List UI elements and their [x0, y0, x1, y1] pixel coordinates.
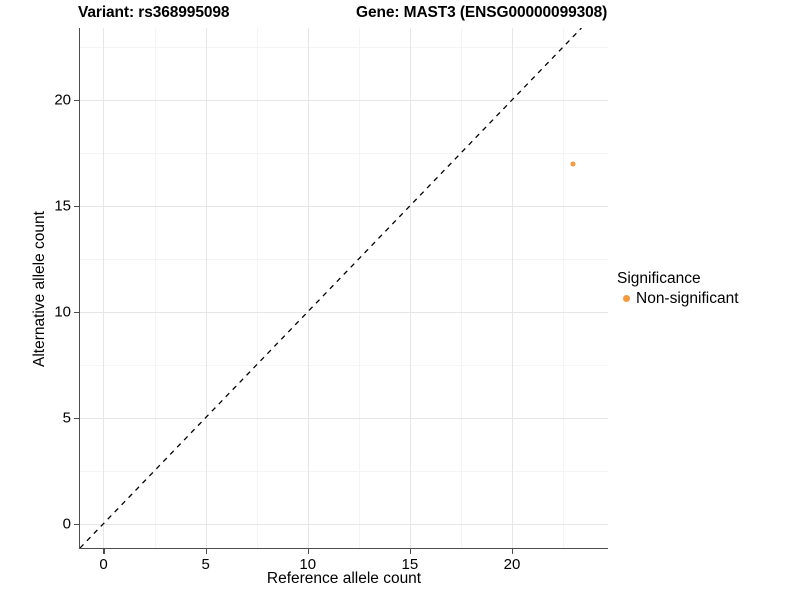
x-axis-line	[79, 547, 608, 549]
y-axis-tick	[74, 100, 79, 102]
plot-panel	[80, 28, 608, 548]
x-axis-tick-label: 15	[401, 556, 419, 573]
gridline-y-major	[80, 311, 608, 313]
gridline-y-major	[80, 523, 608, 525]
gridline-x-major	[512, 28, 513, 548]
x-axis-tick	[205, 549, 207, 554]
y-axis-tick	[74, 311, 79, 314]
legend-dot-icon	[617, 290, 635, 308]
y-axis-tick	[74, 523, 79, 525]
legend-items: Non-significant	[617, 289, 739, 308]
x-axis-tick	[409, 549, 412, 554]
data-point[interactable]	[570, 161, 576, 167]
gridline-x-major	[205, 28, 207, 548]
y-axis-title: Alternative allele count	[31, 211, 48, 367]
gridline-y-major	[80, 100, 608, 102]
gridline-y-minor	[80, 152, 608, 154]
legend-item[interactable]: Non-significant	[617, 289, 739, 308]
y-axis-tick	[74, 205, 79, 208]
y-axis-tick-label: 0	[62, 515, 71, 533]
x-axis-tick	[307, 549, 309, 554]
x-axis-tick	[103, 549, 105, 554]
x-axis-tick-label: 5	[201, 556, 210, 573]
x-axis-tick-label: 0	[99, 556, 108, 573]
variant-title: Variant: rs368995098	[78, 4, 230, 21]
gridline-y-minor	[80, 470, 608, 472]
legend-title: Significance	[617, 270, 701, 287]
gridline-x-major	[103, 28, 105, 548]
y-axis-tick-label: 5	[62, 409, 71, 427]
gridline-y-major	[80, 205, 608, 207]
y-axis-line	[79, 28, 81, 549]
gridline-y-minor	[80, 47, 608, 49]
y-axis-tick-label: 10	[54, 303, 71, 321]
x-axis-tick-label: 10	[299, 556, 317, 573]
gridline-y-major	[80, 417, 608, 419]
legend-dot-swatch	[622, 295, 630, 302]
gridline-x-major	[307, 28, 309, 548]
legend: Significance Non-significant	[617, 269, 739, 308]
x-axis-tick	[512, 549, 514, 554]
gridline-y-minor	[80, 364, 608, 366]
legend-item-label: Non-significant	[636, 290, 739, 307]
gene-title: Gene: MAST3 (ENSG00000099308)	[356, 4, 608, 21]
y-axis-tick-label: 15	[54, 197, 71, 215]
y-axis-tick-label: 20	[54, 91, 71, 109]
x-axis-title: Reference allele count	[266, 570, 422, 587]
gridline-y-minor	[80, 258, 608, 260]
plot-title-row: Variant: rs368995098 Gene: MAST3 (ENSG00…	[0, 0, 800, 28]
y-axis-tick	[74, 417, 79, 419]
x-axis-tick-label: 20	[503, 556, 521, 573]
gridline-x-major	[409, 28, 411, 548]
